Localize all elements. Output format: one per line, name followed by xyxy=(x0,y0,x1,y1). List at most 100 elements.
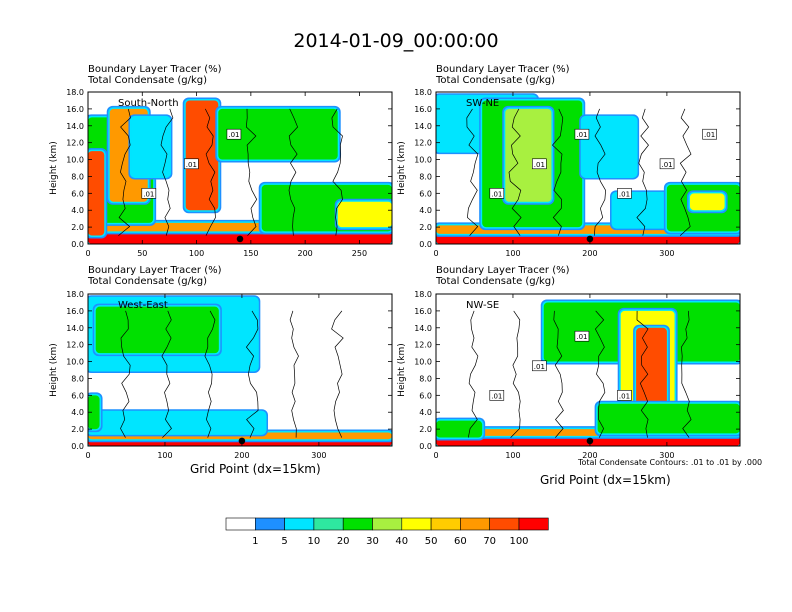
condensate-contour xyxy=(289,310,299,438)
station-marker xyxy=(586,437,594,445)
contour-label-box xyxy=(702,128,717,140)
section-label: NW-SE xyxy=(466,300,499,311)
condensate-contour xyxy=(679,108,692,236)
colorbar-swatch xyxy=(255,517,285,531)
colorbar-swatch xyxy=(489,517,520,531)
colorbar-level-label: 100 xyxy=(509,536,529,547)
panel-2: .01 .01 .01 .01 .01 .01 0 100 200 300 0.0 2.0 4.0 6.0… xyxy=(397,88,741,258)
contour-label-box xyxy=(574,330,590,342)
x-tick-label: 100 xyxy=(505,249,520,258)
y-tick-label: 14.0 xyxy=(414,122,432,131)
y-tick-label: 4.0 xyxy=(419,206,432,215)
section-label: South-North xyxy=(118,98,179,109)
condensate-contour xyxy=(510,310,521,438)
tracer-region xyxy=(582,117,637,177)
contour-label: .01 xyxy=(186,161,197,169)
condensate-contour xyxy=(160,108,174,236)
colorbar-level-label: 70 xyxy=(483,536,497,547)
y-tick-label: 0.0 xyxy=(419,240,432,249)
y-tick-label: 6.0 xyxy=(419,391,432,400)
panel-4-title-line1: Boundary Layer Tracer (%) xyxy=(436,265,570,276)
tracer-region xyxy=(88,395,100,430)
contour-label: .01 xyxy=(661,161,672,169)
y-axis-label: Height (km) xyxy=(49,343,59,397)
colorbar-swatch xyxy=(518,517,549,531)
panel-1-title-line1: Boundary Layer Tracer (%) xyxy=(88,64,222,75)
y-tick-label: 0.0 xyxy=(71,240,84,249)
colorbar-swatch xyxy=(342,517,373,531)
contour-label-box xyxy=(489,390,505,401)
plot-frame xyxy=(435,293,741,447)
condensate-contour xyxy=(636,310,649,438)
condensate-contour xyxy=(331,108,343,236)
y-tick-label: 10.0 xyxy=(414,358,432,367)
x-tick-label: 100 xyxy=(505,451,520,460)
station-marker xyxy=(238,437,246,445)
y-axis-label: Height (km) xyxy=(49,141,59,195)
panel-1-title-line2: Total Condensate (g/kg) xyxy=(88,75,208,86)
contour-label: .01 xyxy=(619,392,630,400)
contour-label-box xyxy=(141,188,157,199)
condensate-contour xyxy=(552,108,564,236)
condensate-contour xyxy=(553,310,564,438)
colorbar-level-label: 1 xyxy=(252,536,259,547)
contour-label-box xyxy=(659,158,675,170)
y-tick-label: 14.0 xyxy=(66,324,84,333)
colorbar-swatch xyxy=(284,517,315,531)
y-tick-label: 8.0 xyxy=(419,374,432,383)
panel-3: 0 100 200 300 0.0 2.0 4.0 6.0 8.0 10.0 12.0 14.0 16.… xyxy=(49,290,393,460)
tracer-region xyxy=(505,108,552,202)
tracer-field xyxy=(436,299,740,446)
tracer-region xyxy=(218,108,338,160)
y-tick-label: 0.0 xyxy=(71,442,84,451)
y-tick-label: 6.0 xyxy=(71,189,84,198)
colorbar-swatch xyxy=(460,517,490,531)
tracer-field xyxy=(436,93,740,244)
y-tick-label: 18.0 xyxy=(66,290,84,299)
tracer-region xyxy=(88,151,105,236)
plot-frame xyxy=(435,91,741,245)
y-tick-label: 12.0 xyxy=(66,139,84,148)
tracer-region xyxy=(185,100,219,211)
x-tick-label: 300 xyxy=(659,451,674,460)
y-tick-label: 14.0 xyxy=(66,122,84,131)
contour-label: .01 xyxy=(619,190,630,198)
tracer-region xyxy=(597,403,740,434)
y-tick-label: 10.0 xyxy=(66,358,84,367)
station-marker xyxy=(586,235,594,243)
plot-frame xyxy=(87,293,393,447)
x-tick-label: 100 xyxy=(189,249,204,258)
y-tick-label: 12.0 xyxy=(414,139,432,148)
contour-label: .01 xyxy=(491,190,502,198)
y-tick-label: 4.0 xyxy=(71,206,84,215)
y-tick-label: 8.0 xyxy=(71,172,84,181)
contour-label-box xyxy=(574,128,590,140)
tracer-region xyxy=(636,327,667,413)
y-tick-label: 10.0 xyxy=(414,156,432,165)
condensate-contour xyxy=(594,310,606,438)
x-tick-label: 0 xyxy=(85,451,90,460)
x-tick-label: 200 xyxy=(298,249,313,258)
condensate-contour xyxy=(204,108,216,236)
panel-3-title: Boundary Layer Tracer (%) Total Condensa… xyxy=(88,265,222,287)
y-tick-label: 18.0 xyxy=(414,290,432,299)
tracer-field xyxy=(88,295,392,446)
x-tick-label: 0 xyxy=(433,451,438,460)
y-tick-label: 4.0 xyxy=(71,408,84,417)
y-tick-label: 6.0 xyxy=(419,189,432,198)
colorbar-level-label: 30 xyxy=(366,536,379,547)
plot-frame xyxy=(87,91,393,245)
y-tick-label: 16.0 xyxy=(414,105,432,114)
colorbar-level-label: 5 xyxy=(281,536,288,547)
condensate-contour xyxy=(161,310,172,438)
condensate-contour xyxy=(288,108,299,236)
panel-1-title: Boundary Layer Tracer (%) Total Condensa… xyxy=(88,64,222,86)
contour-label-box xyxy=(184,158,199,170)
contour-label: .01 xyxy=(576,131,587,139)
panel-1: .01 .01 .01 0 50 100 150 200 250 0.0 2.0 4.0 6.0 8.0 1… xyxy=(49,88,393,258)
tracer-region xyxy=(88,412,266,434)
main-title: 2014-01-09_00:00:00 xyxy=(293,30,499,52)
tracer-region xyxy=(689,193,725,211)
panel-2-title: Boundary Layer Tracer (%) Total Condensa… xyxy=(436,64,570,86)
